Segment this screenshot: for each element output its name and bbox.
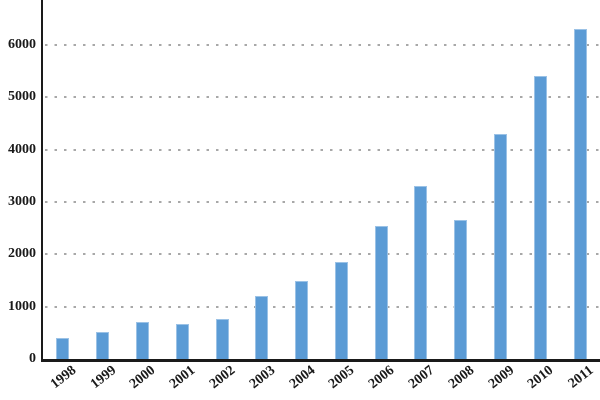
- x-axis-tick-label: 1998: [47, 363, 80, 393]
- y-axis-tick-label: 1000: [8, 298, 36, 314]
- bar-2005: [334, 262, 348, 359]
- bar-2009: [494, 133, 508, 359]
- gridline-1000: [45, 305, 600, 308]
- bar-2008: [454, 220, 468, 359]
- x-axis-tick-label: 2009: [485, 363, 517, 393]
- plot-area: [41, 0, 600, 362]
- bar-2006: [374, 225, 388, 359]
- y-axis-tick-label: 4000: [8, 141, 36, 157]
- bar-2004: [295, 280, 309, 359]
- bar-1998: [56, 338, 70, 359]
- x-axis-tick-label: 1999: [87, 363, 119, 393]
- bar-1999: [96, 331, 110, 359]
- gridline-5000: [45, 96, 600, 99]
- y-axis-tick-label: 6000: [8, 37, 36, 52]
- x-axis-tick-label: 2008: [445, 363, 477, 393]
- x-axis-tick-label: 2002: [206, 363, 239, 393]
- y-axis-tick-label: 2000: [8, 246, 36, 262]
- y-axis-tick-label: 3000: [8, 194, 36, 209]
- x-axis-tick-label: 2004: [286, 363, 318, 393]
- bar-2011: [573, 29, 587, 359]
- bar-2003: [255, 296, 269, 359]
- y-axis-tick-label: 5000: [8, 89, 36, 105]
- x-axis-tick-label: 2000: [127, 363, 159, 393]
- bar-2001: [175, 324, 189, 359]
- gridline-2000: [45, 253, 600, 256]
- x-axis-tick-label: 2005: [326, 363, 358, 393]
- gridline-6000: [45, 44, 600, 47]
- y-axis-tick-label: 0: [29, 351, 36, 366]
- x-axis-tick-label: 2001: [167, 363, 199, 393]
- gridline-4000: [45, 148, 600, 151]
- bar-2007: [414, 186, 428, 359]
- x-axis-tick-label: 2003: [246, 363, 279, 393]
- x-axis-tick-label: 2007: [405, 363, 438, 393]
- gridline-3000: [45, 201, 600, 204]
- x-axis-tick-label: 2006: [366, 363, 398, 393]
- x-axis-tick-label: 2011: [565, 363, 597, 392]
- x-axis-tick-label: 2010: [525, 363, 557, 393]
- bar-2002: [215, 319, 229, 359]
- bar-2000: [135, 322, 149, 359]
- bar-2010: [533, 76, 547, 359]
